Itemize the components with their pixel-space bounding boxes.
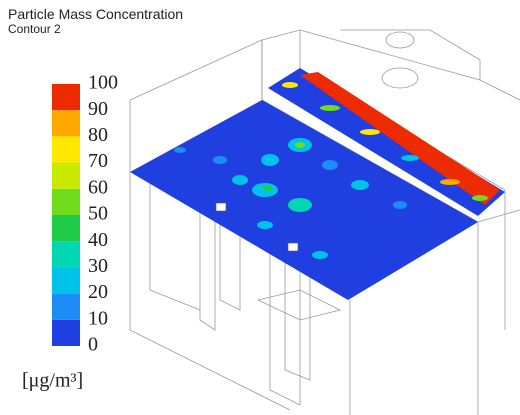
colorbar-tick-label: 60 — [88, 176, 108, 198]
color-band — [52, 136, 80, 162]
colorbar-tick-label: 50 — [88, 203, 108, 225]
colorbar-tick-label: 70 — [88, 150, 108, 172]
colorbar-tick-label: 80 — [88, 124, 108, 146]
colorbar: 0 10 20 30 40 50 60 70 80 90 100 — [52, 72, 118, 356]
color-band — [52, 163, 80, 189]
color-band — [52, 189, 80, 215]
colorbar-tick-label: 100 — [88, 72, 118, 94]
color-band — [52, 241, 80, 267]
page: Particle Mass Concentration Contour 2 — [0, 0, 520, 415]
color-band — [52, 320, 80, 346]
color-band — [52, 110, 80, 136]
color-band — [52, 215, 80, 241]
color-band — [52, 84, 80, 110]
color-band — [52, 267, 80, 293]
colorbar-tick-label: 0 — [88, 334, 98, 356]
colorbar-tick-label: 90 — [88, 98, 108, 120]
colorbar-tick-label: 10 — [88, 307, 108, 329]
colorbar-unit: [μg/m³] — [22, 370, 83, 392]
colorbar-tick-label: 40 — [88, 229, 108, 251]
scene: 0 10 20 30 40 50 60 70 80 90 100 [μg/m³] — [0, 0, 520, 415]
colorbar-tick-label: 20 — [88, 281, 108, 303]
colorbar-tick-label: 30 — [88, 255, 108, 277]
color-band — [52, 294, 80, 320]
